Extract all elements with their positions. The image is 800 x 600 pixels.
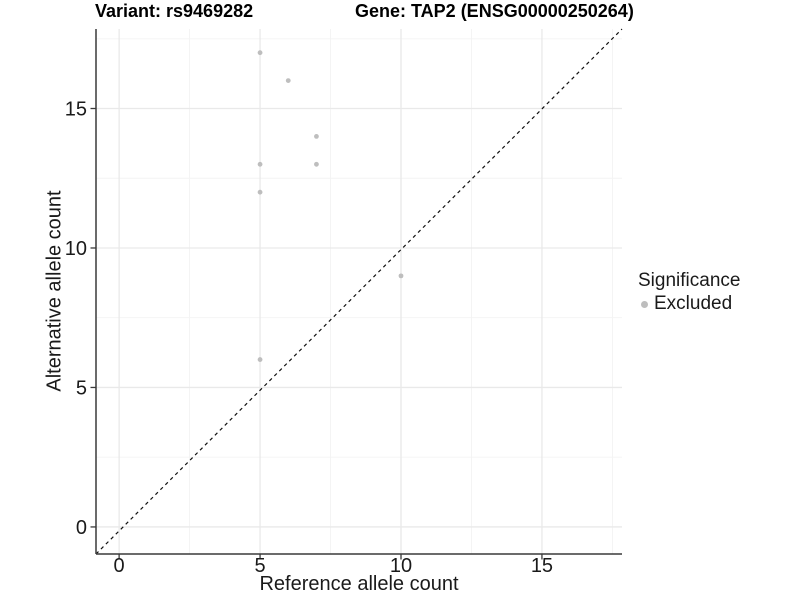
- gene-title: Gene: TAP2 (ENSG00000250264): [355, 1, 634, 21]
- y-axis-title: Alternative allele count: [43, 190, 66, 392]
- identity-dashed-line-group: [95, 28, 623, 555]
- x-tick-labels-group: 0 5 10 15: [114, 555, 554, 577]
- y-tick-label: 5: [76, 377, 87, 399]
- data-point: [257, 50, 263, 56]
- x-tick-label: 5: [254, 555, 265, 577]
- legend-item-label: Excluded: [654, 292, 733, 314]
- legend-title: Significance: [638, 270, 741, 291]
- data-point: [285, 78, 291, 84]
- y-tick-label: 10: [65, 238, 87, 260]
- x-tick-label: 0: [114, 555, 125, 577]
- x-tick-label: 10: [390, 555, 412, 577]
- data-point: [398, 273, 404, 279]
- data-point: [257, 189, 263, 195]
- data-points-group: [257, 50, 404, 362]
- data-point: [314, 133, 319, 139]
- axis-lines-group: [95, 29, 622, 555]
- data-point: [314, 161, 319, 167]
- identity-dashed-line: [95, 28, 623, 555]
- legend: Significance Excluded: [638, 270, 740, 316]
- legend-point-icon: [641, 300, 648, 308]
- minor-gridlines: [96, 29, 622, 554]
- x-tick-label: 15: [531, 555, 553, 577]
- variant-title: Variant: rs9469282: [95, 1, 254, 21]
- data-point: [257, 357, 263, 362]
- y-tick-labels-group: 0 5 10 15: [65, 99, 87, 539]
- y-tick-label: 15: [65, 99, 87, 121]
- y-tick-label: 0: [76, 517, 87, 539]
- legend-item-excluded: Excluded: [638, 293, 740, 316]
- data-point: [257, 161, 263, 167]
- major-gridlines: [96, 29, 622, 554]
- x-axis-title: Reference allele count: [259, 573, 459, 595]
- tick-marks-group: [90, 107, 543, 560]
